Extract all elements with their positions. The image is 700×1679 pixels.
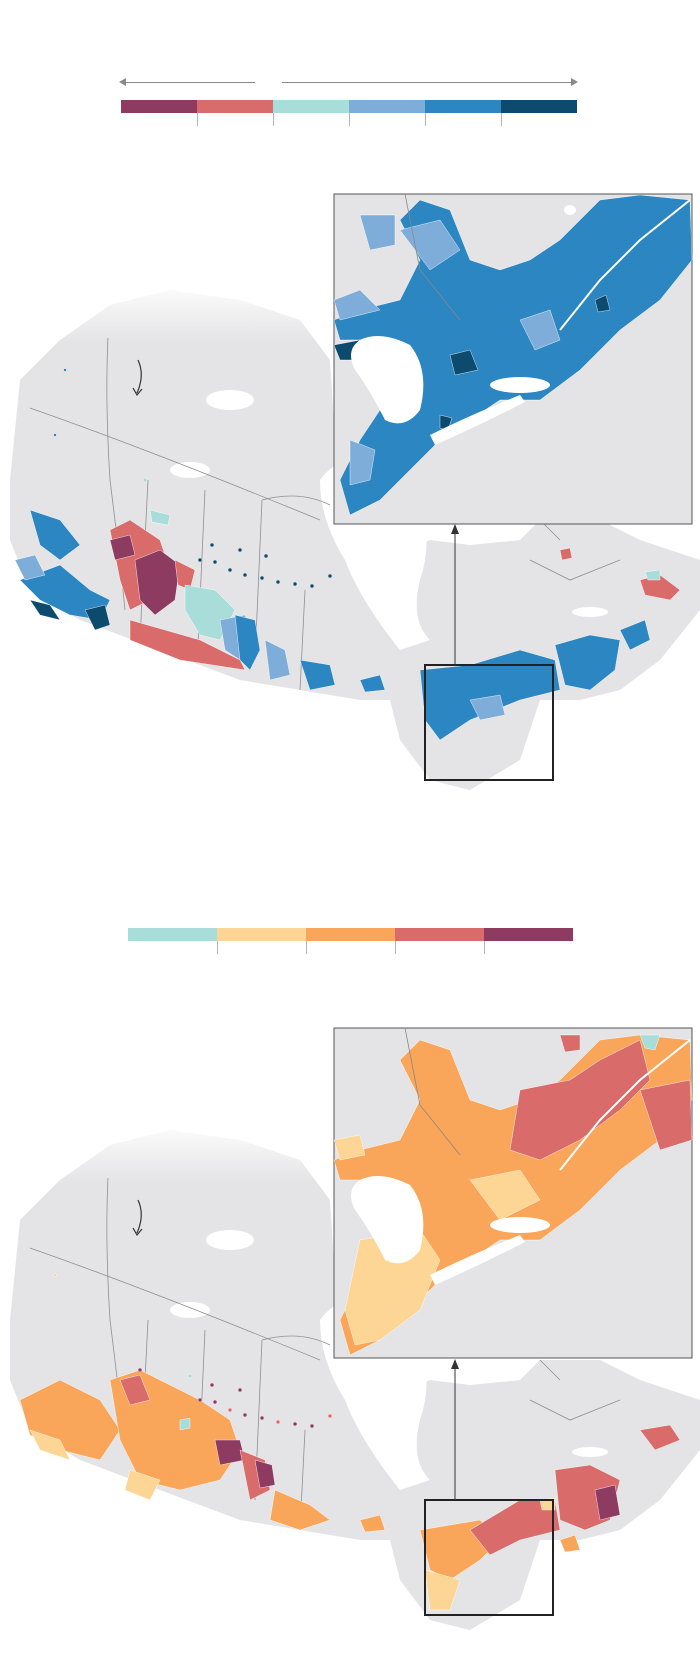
canada-map-1	[0, 193, 700, 790]
map-panel-2	[0, 840, 700, 1679]
color-legend	[128, 928, 573, 941]
legend-tick	[197, 113, 198, 126]
settlement-dots	[53, 1273, 333, 1429]
legend-swatch	[273, 100, 349, 113]
legend-swatch	[306, 928, 395, 941]
data-regions	[14, 509, 681, 741]
lake	[206, 390, 254, 410]
legend-tick	[349, 113, 350, 126]
curved-arrow-icon	[132, 359, 143, 397]
lake-huron	[351, 1176, 424, 1264]
legend-tick	[306, 941, 307, 954]
legend-left-arrow	[119, 78, 255, 86]
settlement-dots	[53, 368, 333, 589]
legend-tick	[425, 113, 426, 126]
curved-arrow-icon	[132, 1199, 143, 1237]
lake	[170, 462, 210, 478]
legend-swatch	[217, 928, 306, 941]
canada-map-2	[0, 1027, 700, 1630]
pointer-arrow-icon	[451, 524, 459, 665]
lake-ontario	[490, 377, 550, 393]
legend-tick	[217, 941, 218, 954]
lake-huron	[351, 336, 424, 424]
lake	[206, 1230, 254, 1250]
lake	[170, 1302, 210, 1318]
lake-erie	[430, 395, 525, 445]
legend-tick	[395, 941, 396, 954]
legend-right-arrow	[282, 78, 578, 86]
legend-swatch	[395, 928, 484, 941]
color-legend	[121, 100, 577, 113]
lake	[564, 205, 576, 215]
inset-regions	[333, 1034, 693, 1356]
legend-tick	[501, 113, 502, 126]
lake-erie	[430, 1235, 525, 1285]
legend-swatch	[349, 100, 425, 113]
inset-map	[333, 1027, 693, 1359]
lake-ontario	[490, 1217, 550, 1233]
legend-swatch	[128, 928, 217, 941]
data-regions	[19, 1369, 681, 1611]
gulf	[572, 607, 608, 617]
inset-map	[333, 193, 693, 525]
legend-swatch	[197, 100, 273, 113]
legend-swatch	[484, 928, 573, 941]
legend-swatch	[501, 100, 577, 113]
legend-tick	[484, 941, 485, 954]
legend-tick	[273, 113, 274, 126]
map-panel-1	[0, 78, 700, 790]
inset-locator-box	[424, 1499, 554, 1616]
legend-swatch	[121, 100, 197, 113]
pointer-arrow-icon	[451, 1359, 459, 1500]
inset-locator-box	[424, 664, 554, 781]
gulf	[572, 1447, 608, 1457]
legend-swatch	[425, 100, 501, 113]
